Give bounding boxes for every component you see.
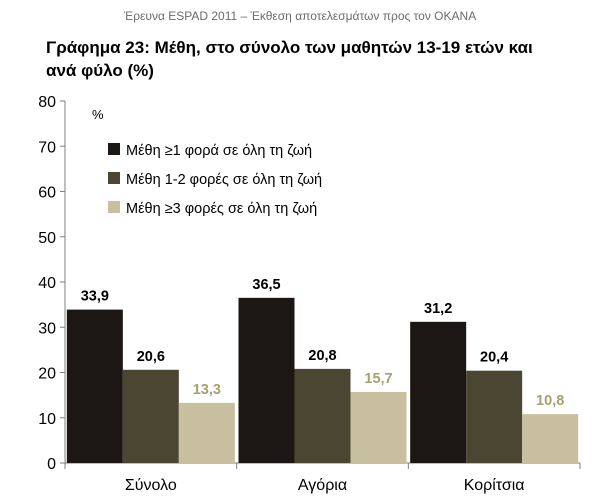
bar <box>122 369 179 463</box>
y-tick-label: 50 <box>38 230 56 247</box>
legend-swatch <box>108 201 120 213</box>
bar-value-label: 31,2 <box>424 301 452 317</box>
bar <box>466 370 523 463</box>
chart-title: Γράφημα 23: Μέθη, στο σύνολο των μαθητών… <box>46 38 533 80</box>
bar <box>350 391 407 463</box>
y-unit-label: % <box>92 107 104 122</box>
bar <box>294 368 351 463</box>
legend-label: Μέθη ≥1 φορά σε όλη τη ζωή <box>126 143 312 159</box>
legend-label: Μέθη ≥3 φορές σε όλη τη ζωή <box>126 201 317 217</box>
x-category-label: Κορίτσια <box>464 477 525 494</box>
legend-label: Μέθη 1-2 φορές σε όλη τη ζωή <box>126 172 322 188</box>
y-tick-label: 70 <box>38 139 56 156</box>
bar-value-label: 33,9 <box>81 289 109 305</box>
chart-axes: 0 10 20 30 40 50 60 70 80% Σύνολο Αγόρια Κορίτσια <box>38 94 581 494</box>
bar <box>178 402 235 463</box>
bar <box>66 309 123 463</box>
bar <box>522 414 579 463</box>
chart-bars: 33,9 20,6 13,3 36,5 20,8 15,7 31,2 20,4 10,8 <box>66 277 579 463</box>
bar-value-label: 20,6 <box>137 349 165 365</box>
x-category-label: Αγόρια <box>298 477 347 494</box>
bar-value-label: 10,8 <box>536 393 564 409</box>
y-tick-label: 80 <box>38 94 56 111</box>
report-header: Έρευνα ESPAD 2011 – Έκθεση αποτελεσμάτων… <box>123 9 477 23</box>
bar <box>238 297 295 463</box>
bar-value-label: 20,8 <box>308 348 336 364</box>
bar-value-label: 20,4 <box>480 350 508 366</box>
y-tick-label: 0 <box>47 456 56 473</box>
legend-swatch <box>108 172 120 184</box>
x-category-label: Σύνολο <box>125 477 177 494</box>
chart-legend: Μέθη ≥1 φορά σε όλη τη ζωή Μέθη 1-2 φορές… <box>108 143 322 217</box>
bar <box>410 321 467 463</box>
bar-value-label: 15,7 <box>364 371 392 387</box>
y-tick-label: 10 <box>38 411 56 428</box>
bar-value-label: 13,3 <box>193 382 221 398</box>
y-tick-label: 60 <box>38 185 56 202</box>
y-tick-label: 30 <box>38 320 56 337</box>
bar-value-label: 36,5 <box>252 277 280 293</box>
y-tick-label: 20 <box>38 366 56 383</box>
y-tick-label: 40 <box>38 275 56 292</box>
legend-swatch <box>108 143 120 155</box>
